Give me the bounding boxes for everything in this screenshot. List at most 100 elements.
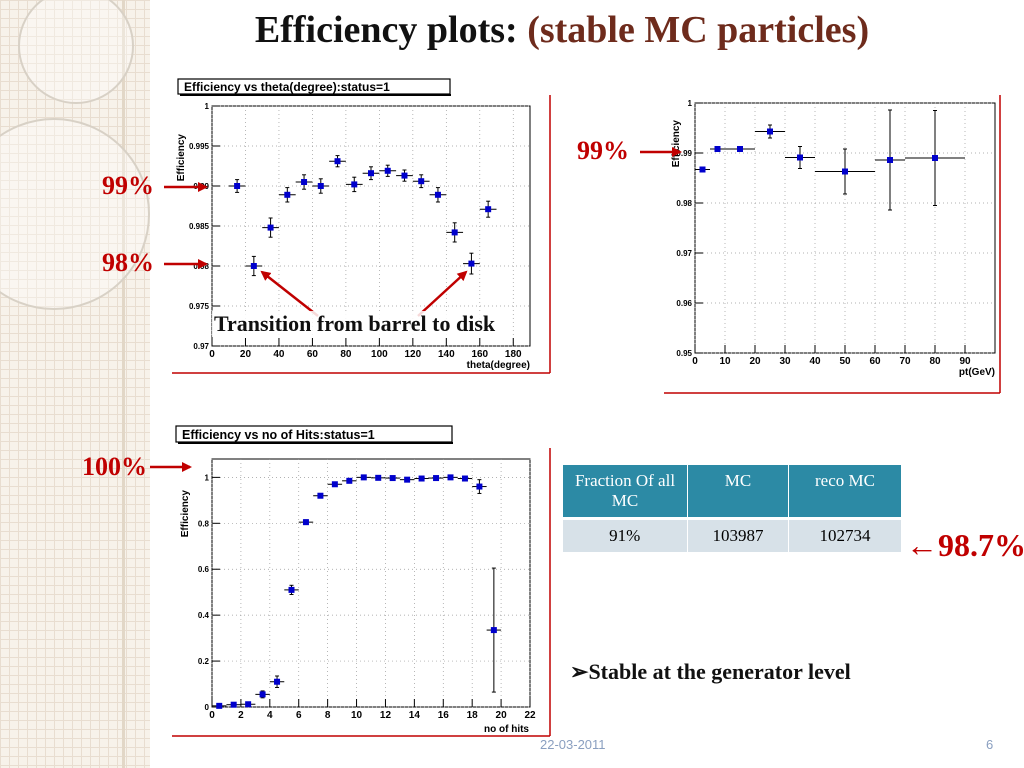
decorative-vertical-line [122,0,125,768]
data-point [351,181,358,188]
x-tick-label: 40 [273,349,285,360]
y-tick-label: 1 [205,102,210,111]
data-point [259,691,266,698]
x-tick-label: 40 [809,356,821,367]
data-point [389,475,396,482]
x-tick-label: 22 [524,710,536,721]
data-point [418,178,425,185]
data-point [346,477,353,484]
data-point [230,701,237,708]
x-axis-label: pt(GeV) [959,367,995,378]
y-tick-label: 0.995 [189,142,210,151]
data-point [368,170,374,177]
y-tick-label: 0.95 [676,349,692,358]
data-point [737,146,743,152]
x-tick-label: 60 [307,349,319,360]
data-point [932,155,938,161]
summary-table: Fraction Of all MC MC reco MC 91% 103987… [562,464,902,552]
x-axis-label: theta(degree) [467,360,530,371]
y-tick-label: 0.975 [189,302,210,311]
bullet-stable-generator: ➢Stable at the generator level [570,659,851,685]
y-tick-label: 0.4 [198,611,210,620]
footer-date: 22-03-2011 [540,737,606,752]
x-tick-label: 0 [209,710,215,721]
chart-title: Efficiency vs theta(degree):status=1 [184,80,390,94]
y-tick-label: 1 [688,99,693,108]
x-tick-label: 4 [267,710,273,721]
annotation-theta-98: 98% [102,248,154,277]
data-point [302,519,309,526]
data-point [461,475,468,482]
y-tick-label: 0.2 [198,657,210,666]
data-point [404,476,411,483]
chart-title: Efficiency vs no of Hits:status=1 [182,428,375,442]
arrow-transition-left [260,270,319,317]
data-point [250,263,257,269]
y-tick-label: 0.96 [676,299,692,308]
y-tick-label: 0.97 [676,249,692,258]
x-tick-label: 8 [325,710,331,721]
y-tick-label: 0.98 [676,199,692,208]
title-accent: (stable MC particles) [527,9,870,51]
x-tick-label: 20 [496,710,508,721]
y-tick-label: 0.8 [198,519,210,528]
table-header-fraction: Fraction Of all MC [562,464,688,519]
x-tick-label: 120 [404,349,421,360]
x-tick-label: 30 [779,356,791,367]
chart-canvas-bg [172,448,550,736]
summary-table-data-row: 91% 103987 102734 [562,517,902,552]
bullet-text: Stable at the generator level [588,659,851,684]
data-point [288,586,295,593]
table-header-reco-mc: reco MC [788,464,902,519]
decorative-circle-small [18,0,134,104]
data-point [490,627,497,634]
data-point [284,191,291,198]
x-tick-label: 18 [467,710,479,721]
annotation-pt-99: 99% [577,136,629,165]
x-tick-label: 20 [749,356,761,367]
data-point [699,166,706,173]
x-tick-label: 60 [869,356,881,367]
x-tick-label: 50 [839,356,851,367]
y-axis-label: Efficiency [671,120,682,168]
data-point [714,146,721,152]
bullet-arrow-icon: ➢ [570,659,589,684]
x-tick-label: 6 [296,710,302,721]
x-tick-label: 14 [409,710,421,721]
data-point [334,158,341,165]
data-point [216,702,223,709]
x-tick-label: 90 [959,356,971,367]
chart-canvas-bg [664,95,1000,393]
data-point [331,481,338,488]
data-point [418,475,425,482]
data-point [887,157,893,163]
data-point [317,183,324,189]
x-tick-label: 160 [471,349,488,360]
transition-label: Transition from barrel to disk [212,311,498,337]
data-point [468,260,475,267]
data-point [267,224,274,231]
data-point [317,492,324,499]
x-tick-label: 2 [238,710,244,721]
data-point [451,229,458,236]
data-point [476,483,483,490]
table-cell-mc: 103987 [687,517,789,552]
data-point [767,128,773,135]
y-tick-label: 0 [205,703,210,712]
annotation-overall-efficiency: ←98.7% [906,527,1024,563]
x-tick-label: 80 [929,356,941,367]
slide-title: Efficiency plots: (stable MC particles) [0,8,1024,52]
annotation-theta-99: 99% [102,171,154,200]
x-tick-label: 180 [505,349,522,360]
x-tick-label: 10 [351,710,363,721]
data-point [384,167,391,174]
x-tick-label: 0 [209,349,215,360]
chart-2 [664,95,1001,394]
x-axis-label: no of hits [484,724,529,735]
x-tick-label: 80 [340,349,352,360]
x-tick-label: 16 [438,710,450,721]
data-point [360,474,367,481]
y-tick-label: 0.97 [193,342,209,351]
y-tick-label: 0.99 [676,149,692,158]
y-tick-label: 0.6 [198,565,210,574]
